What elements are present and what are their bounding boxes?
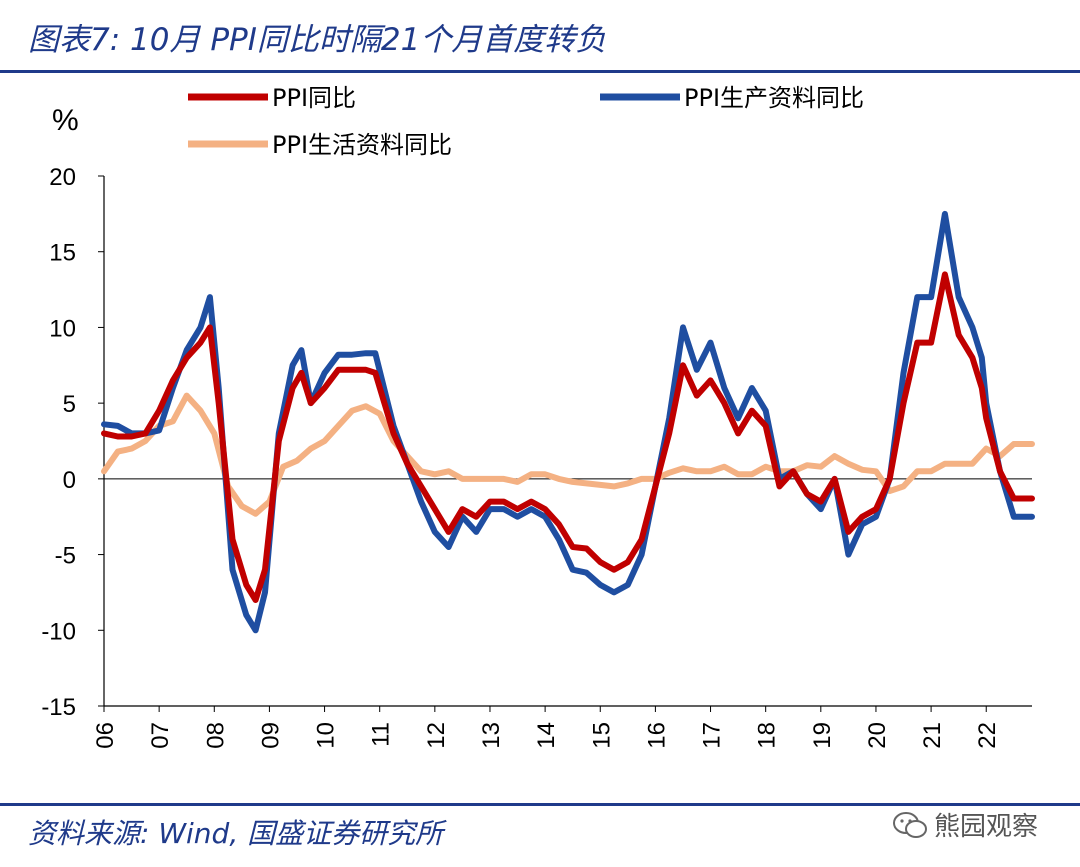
y-tick-label: -5	[55, 543, 76, 570]
x-tick-label: 15	[588, 722, 615, 749]
y-tick-label: 10	[49, 315, 76, 342]
x-tick-label: 12	[423, 722, 450, 749]
x-tick-label: 20	[864, 722, 891, 749]
bottom-rule	[0, 803, 1080, 806]
axes: -15 -10 -5 0 5 10 15 20 06 07 08 09 10 11 12 13 14 15 16 17…	[41, 164, 1032, 749]
x-tick-label: 14	[533, 722, 560, 749]
legend: PPI同比 PPI生产资料同比 PPI生活资料同比	[188, 84, 864, 159]
x-tick-label: 06	[92, 722, 119, 749]
figure-title: 图表7: 10月 PPI同比时隔21个月首度转负	[28, 22, 607, 58]
watermark-text: 熊园观察	[934, 812, 1039, 842]
x-tick-label: 21	[919, 722, 946, 749]
x-tick-label: 11	[368, 722, 395, 747]
y-tick-label: 0	[63, 467, 76, 494]
legend-label-consumer: PPI生活资料同比	[272, 131, 452, 159]
x-tick-label: 19	[809, 722, 836, 749]
source-note: 资料来源: Wind, 国盛证券研究所	[28, 817, 444, 850]
watermark: 熊园观察	[892, 806, 1038, 843]
legend-label-producer: PPI生产资料同比	[684, 84, 864, 112]
y-tick-label: 5	[63, 391, 76, 418]
x-tick-label: 18	[754, 722, 781, 749]
series-line-ppi	[101, 271, 1035, 603]
legend-label-ppi: PPI同比	[272, 84, 356, 112]
wechat-icon	[893, 811, 927, 838]
x-tick-label: 13	[478, 722, 505, 749]
y-axis-label: %	[52, 104, 79, 137]
x-tick-label: 09	[257, 722, 284, 749]
x-tick-label: 22	[974, 722, 1001, 749]
top-rule	[0, 70, 1080, 73]
x-tick-label: 10	[313, 722, 340, 749]
chart: PPI同比 PPI生产资料同比 PPI生活资料同比 % -15 -10 -5 0 5 10…	[41, 84, 1035, 749]
y-tick-label: -15	[41, 694, 76, 721]
y-tick-label: 20	[49, 164, 76, 191]
x-tick-label: 17	[699, 722, 726, 749]
x-tick-label: 07	[147, 722, 174, 749]
series-group	[101, 210, 1035, 634]
y-tick-label: 15	[49, 240, 76, 267]
y-tick-label: -10	[41, 618, 76, 645]
x-tick-label: 08	[202, 722, 229, 749]
x-tick-label: 16	[643, 722, 670, 749]
